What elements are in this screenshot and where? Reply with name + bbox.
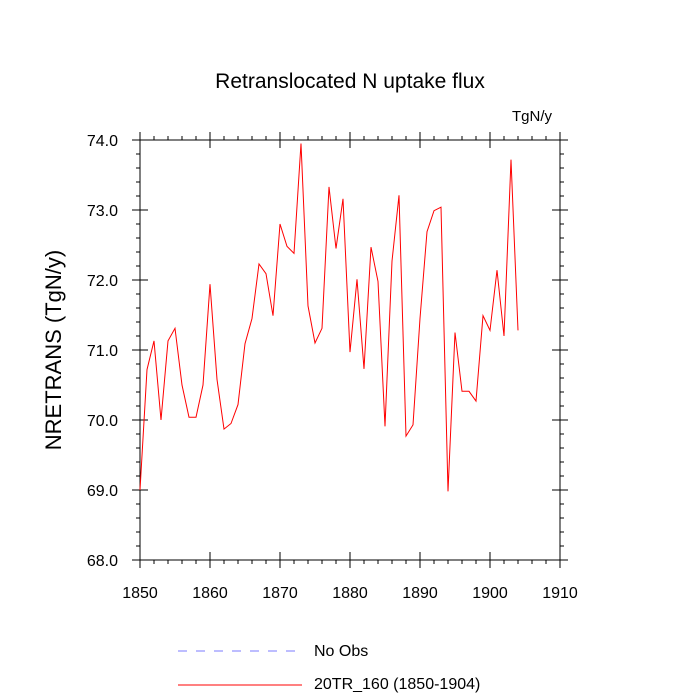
y-tick-label: 73.0	[87, 203, 118, 220]
y-tick-label: 72.0	[87, 273, 118, 290]
x-tick-label: 1880	[332, 585, 368, 602]
axis-ticks	[132, 132, 568, 568]
x-tick-label: 1850	[122, 585, 158, 602]
legend-label-20tr-160: 20TR_160 (1850-1904)	[314, 676, 481, 693]
x-tick-label: 1870	[262, 585, 298, 602]
axis-tick-labels: 1850 1860 1870 1880 1890 1900 1910 68.0 69.0 70.0…	[87, 133, 578, 602]
y-axis-label: NRETRANS (TgN/y)	[41, 249, 66, 451]
legend-marks	[178, 650, 302, 686]
legend-label-no-obs: No Obs	[314, 643, 369, 660]
y-tick-label: 74.0	[87, 133, 118, 150]
x-tick-label: 1860	[192, 585, 228, 602]
x-tick-label: 1910	[542, 585, 578, 602]
y-tick-label: 69.0	[87, 483, 118, 500]
y-tick-label: 68.0	[87, 553, 118, 570]
data-series	[139, 143, 519, 492]
y-tick-label: 71.0	[87, 343, 118, 360]
units-label: TgN/y	[512, 108, 553, 125]
x-tick-label: 1890	[402, 585, 438, 602]
chart-title: Retranslocated N uptake flux	[215, 70, 485, 93]
x-tick-label: 1900	[472, 585, 508, 602]
y-tick-label: 70.0	[87, 413, 118, 430]
series-line-20tr-160	[139, 143, 519, 492]
